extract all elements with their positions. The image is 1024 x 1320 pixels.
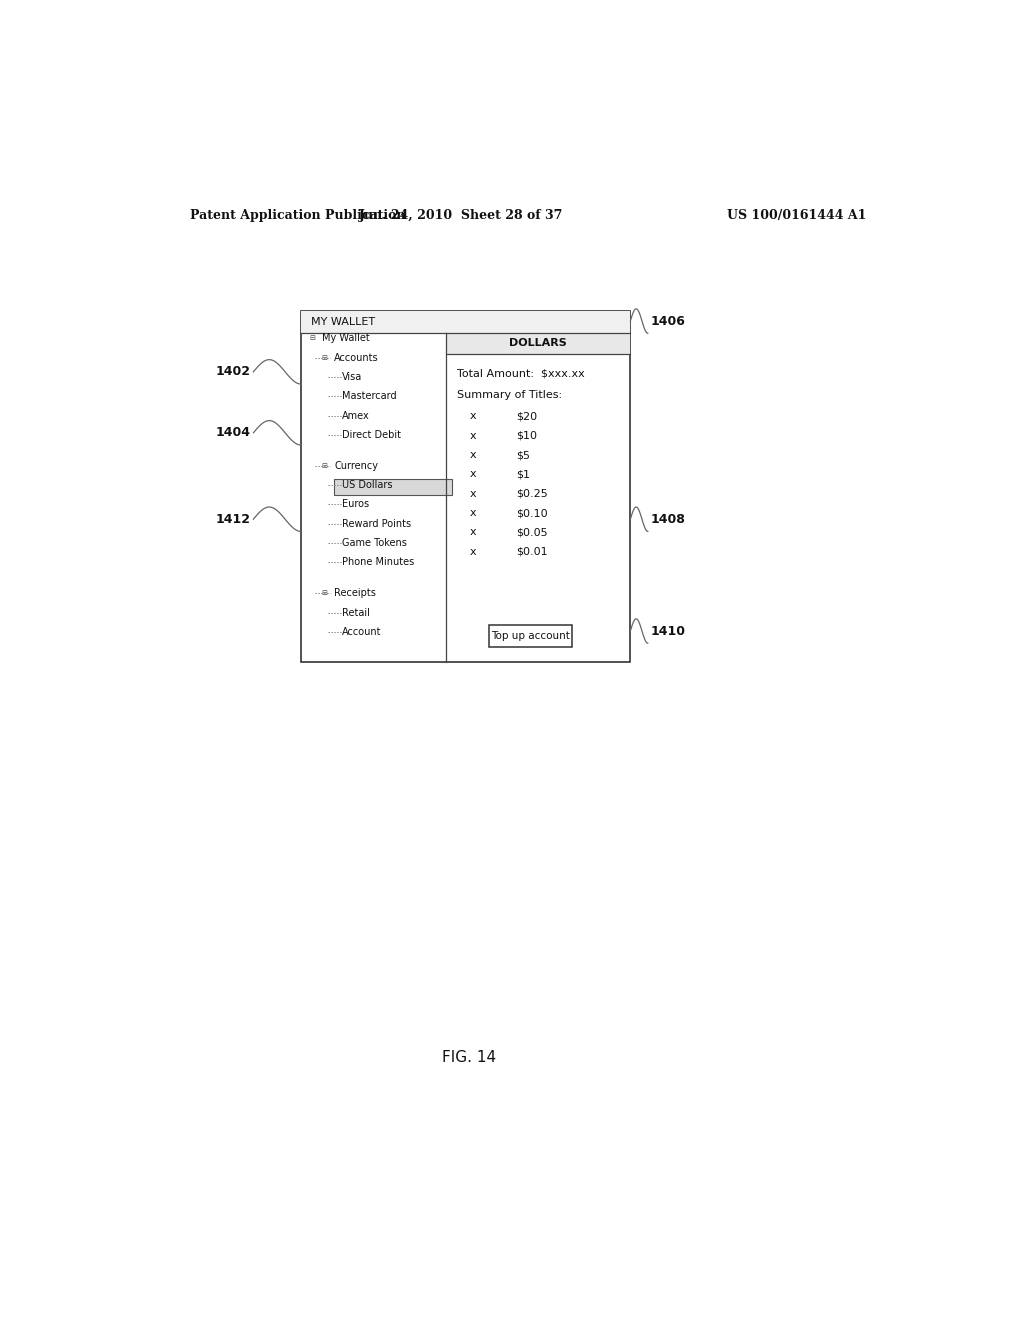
Text: Total Amount:  $xxx.xx: Total Amount: $xxx.xx (457, 368, 585, 379)
Text: $10: $10 (516, 430, 538, 441)
Text: $5: $5 (516, 450, 530, 461)
Text: Visa: Visa (342, 372, 362, 381)
Text: Summary of Titles:: Summary of Titles: (457, 391, 562, 400)
Text: x: x (470, 508, 476, 517)
Text: $0.01: $0.01 (516, 546, 548, 557)
Text: x: x (470, 546, 476, 557)
Text: Top up account: Top up account (490, 631, 569, 642)
Text: 1410: 1410 (650, 624, 685, 638)
Text: ⊟: ⊟ (322, 355, 328, 360)
Bar (301, 312, 631, 333)
Text: My Wallet: My Wallet (322, 334, 370, 343)
Text: Patent Application Publication: Patent Application Publication (189, 209, 406, 222)
Text: x: x (470, 488, 476, 499)
Text: Jun. 24, 2010  Sheet 28 of 37: Jun. 24, 2010 Sheet 28 of 37 (359, 209, 563, 222)
Text: ⊟: ⊟ (309, 335, 314, 342)
Text: x: x (470, 412, 476, 421)
Text: Receipts: Receipts (334, 589, 376, 598)
Text: Amex: Amex (342, 411, 370, 421)
Text: $20: $20 (516, 412, 538, 421)
Text: 1408: 1408 (650, 512, 685, 525)
Text: 1404: 1404 (216, 426, 251, 440)
Text: Currency: Currency (334, 461, 378, 471)
Text: x: x (470, 528, 476, 537)
Text: x: x (470, 470, 476, 479)
Text: 1412: 1412 (216, 512, 251, 525)
Bar (334, 479, 452, 495)
Text: 1406: 1406 (650, 314, 685, 327)
Text: Mastercard: Mastercard (342, 391, 397, 401)
Text: Accounts: Accounts (334, 352, 379, 363)
Text: $0.05: $0.05 (516, 528, 548, 537)
Text: Retail: Retail (342, 607, 370, 618)
Text: x: x (470, 430, 476, 441)
Text: FIG. 14: FIG. 14 (442, 1051, 497, 1065)
Text: 1402: 1402 (216, 366, 251, 379)
Text: US Dollars: US Dollars (342, 480, 393, 490)
Text: DOLLARS: DOLLARS (509, 338, 567, 348)
Text: ⊟: ⊟ (322, 463, 328, 469)
Bar (488, 624, 571, 647)
Text: $0.25: $0.25 (516, 488, 548, 499)
Text: Euros: Euros (342, 499, 370, 510)
Text: $1: $1 (516, 470, 530, 479)
Text: Account: Account (342, 627, 382, 636)
Text: Direct Debit: Direct Debit (342, 430, 401, 440)
Text: MY WALLET: MY WALLET (310, 317, 375, 327)
Bar (301, 312, 631, 661)
Text: Reward Points: Reward Points (342, 519, 412, 529)
Text: ⊟: ⊟ (322, 590, 328, 597)
Text: Phone Minutes: Phone Minutes (342, 557, 415, 568)
Text: Game Tokens: Game Tokens (342, 539, 408, 548)
Text: $0.10: $0.10 (516, 508, 548, 517)
Bar (445, 333, 631, 354)
Text: x: x (470, 450, 476, 461)
Text: US 100/0161444 A1: US 100/0161444 A1 (727, 209, 866, 222)
